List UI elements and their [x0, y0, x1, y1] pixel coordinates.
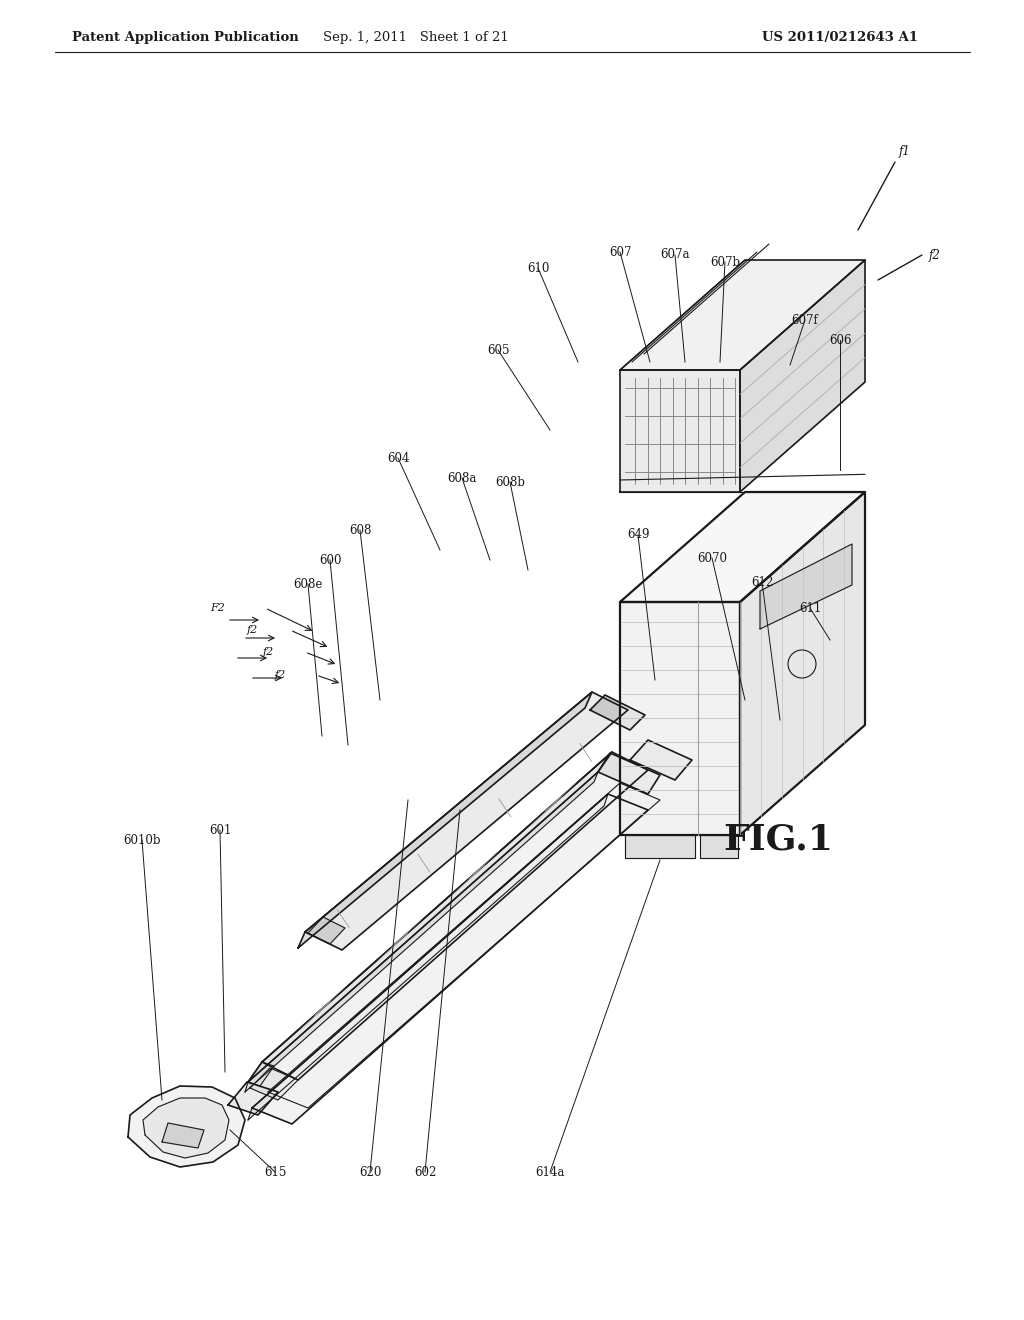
Text: 602: 602: [414, 1166, 436, 1179]
Text: Patent Application Publication: Patent Application Publication: [72, 30, 299, 44]
Polygon shape: [245, 772, 598, 1092]
Polygon shape: [590, 696, 645, 730]
Polygon shape: [248, 795, 608, 1119]
Polygon shape: [228, 1082, 278, 1115]
Text: 608e: 608e: [293, 578, 323, 590]
Polygon shape: [162, 1123, 204, 1148]
Polygon shape: [298, 692, 592, 948]
Text: 605: 605: [486, 343, 509, 356]
Text: 620: 620: [358, 1166, 381, 1179]
Polygon shape: [252, 795, 648, 1125]
Text: F2: F2: [211, 603, 225, 612]
Text: 6010b: 6010b: [123, 833, 161, 846]
Polygon shape: [625, 836, 695, 858]
Polygon shape: [128, 1086, 245, 1167]
Polygon shape: [700, 836, 738, 858]
Text: 612: 612: [751, 576, 773, 589]
Text: 611: 611: [799, 602, 821, 615]
Polygon shape: [620, 260, 865, 370]
Text: FIG.1: FIG.1: [723, 822, 833, 857]
Text: 608b: 608b: [495, 475, 525, 488]
Polygon shape: [630, 741, 692, 780]
Text: f2: f2: [929, 248, 941, 261]
Text: 615: 615: [264, 1166, 286, 1179]
Text: f2: f2: [262, 647, 273, 657]
Text: 607b: 607b: [710, 256, 740, 268]
Text: 607: 607: [608, 246, 631, 259]
Text: US 2011/0212643 A1: US 2011/0212643 A1: [762, 30, 918, 44]
Polygon shape: [740, 492, 865, 836]
Text: f2: f2: [247, 624, 258, 635]
Text: 601: 601: [209, 824, 231, 837]
Polygon shape: [268, 783, 660, 1107]
Text: f1: f1: [899, 145, 911, 158]
Polygon shape: [598, 752, 660, 795]
Polygon shape: [305, 692, 628, 950]
Polygon shape: [760, 544, 852, 630]
Polygon shape: [740, 260, 865, 492]
Text: 600: 600: [318, 553, 341, 566]
Text: 610: 610: [526, 261, 549, 275]
Text: 607f: 607f: [792, 314, 818, 326]
Text: 614a: 614a: [536, 1166, 564, 1179]
Text: 608a: 608a: [447, 471, 477, 484]
Text: 649: 649: [627, 528, 649, 541]
Text: 606: 606: [828, 334, 851, 346]
Text: 604: 604: [387, 451, 410, 465]
Text: Sep. 1, 2011   Sheet 1 of 21: Sep. 1, 2011 Sheet 1 of 21: [324, 30, 509, 44]
Polygon shape: [250, 1068, 298, 1100]
Text: 6070: 6070: [697, 552, 727, 565]
Text: 607a: 607a: [660, 248, 690, 261]
Text: f2: f2: [274, 671, 286, 680]
Polygon shape: [248, 752, 612, 1082]
Text: 608: 608: [349, 524, 371, 536]
Polygon shape: [308, 917, 345, 944]
Polygon shape: [143, 1098, 229, 1158]
Polygon shape: [620, 602, 740, 836]
Polygon shape: [248, 1063, 274, 1086]
Polygon shape: [262, 752, 648, 1080]
Polygon shape: [620, 492, 865, 602]
Polygon shape: [620, 370, 740, 492]
